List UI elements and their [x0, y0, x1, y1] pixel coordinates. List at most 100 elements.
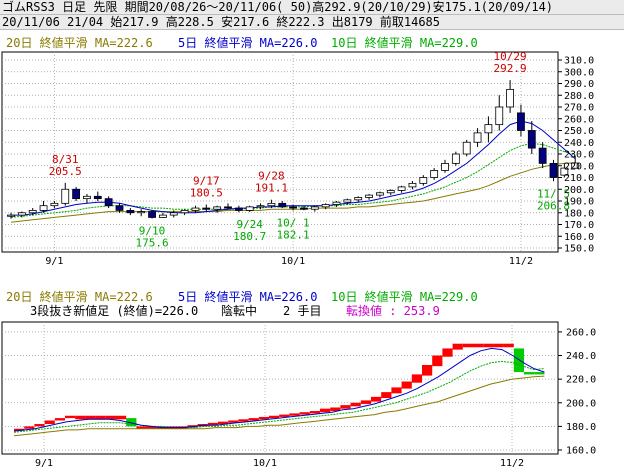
candle — [560, 163, 569, 178]
brick-up — [95, 415, 106, 420]
candle-body-down — [104, 198, 113, 207]
annotation-date: 11/ 5 — [537, 187, 570, 200]
candle — [104, 196, 113, 209]
annotation-date: 10/29 — [494, 50, 527, 63]
brick-up — [493, 343, 504, 348]
candle — [310, 205, 319, 212]
candle — [441, 159, 449, 173]
annotation-date: 9/28 — [258, 170, 285, 183]
annotation-date: 10/ 1 — [277, 216, 310, 229]
top-x-tick-label: 10/1 — [281, 256, 305, 267]
top-y-tick-label: 250.0 — [564, 126, 594, 137]
candle-body-up — [50, 202, 59, 207]
annotation-date: 9/24 — [236, 218, 263, 231]
candle-body-up — [17, 212, 26, 216]
top-grid — [2, 52, 558, 252]
candle-body-up — [386, 190, 395, 194]
candle — [93, 191, 102, 201]
brick-down — [126, 418, 137, 427]
bottom-panel: 160.0 180.0 200.0 220.0 240.0 260.0 9/1 10/1 11… — [1, 289, 596, 469]
annotation-value: 206.8 — [537, 199, 570, 212]
brick-up — [442, 348, 453, 357]
top-x-ticks: 9/1 10/1 11/2 — [45, 256, 533, 267]
candle — [397, 185, 406, 193]
brick-up — [218, 421, 229, 425]
annotation-value: 180.5 — [190, 187, 223, 200]
top-x-tick-label: 9/1 — [45, 256, 63, 267]
top-y-tick-label: 310.0 — [564, 56, 594, 67]
brick-up — [391, 387, 402, 394]
bottom-y-tick-label: 220.0 — [566, 375, 596, 386]
top-candles — [7, 80, 580, 219]
candle — [28, 208, 37, 216]
candle-body-down — [234, 207, 243, 211]
candle-body-up — [375, 192, 384, 196]
bottom-legend-ma5: 5日 終値平滑 MA=226.0 — [178, 289, 317, 304]
candle — [115, 203, 124, 213]
candle-body-up — [158, 214, 167, 218]
candle — [213, 205, 222, 213]
candle — [83, 193, 91, 204]
candle-body-up — [245, 206, 254, 211]
brick-up — [34, 424, 45, 427]
bottom-moving-averages — [13, 347, 545, 437]
candle — [321, 203, 330, 210]
brick-up — [320, 408, 331, 413]
candle-body-up — [343, 199, 352, 203]
candle-body-down — [527, 130, 536, 149]
bottom-ma5-line — [13, 347, 545, 432]
candle-body-up — [310, 206, 319, 210]
candle — [419, 175, 428, 186]
candle-body-up — [169, 212, 178, 216]
candle — [527, 121, 536, 154]
candle-body-up — [267, 202, 276, 207]
candle — [278, 201, 287, 209]
bottom-y-tick-label: 240.0 — [566, 351, 596, 362]
candle — [484, 116, 493, 143]
candle — [462, 139, 471, 157]
top-y-tick-label: 200.0 — [564, 185, 594, 196]
brick-up — [309, 411, 320, 414]
bottom-x-tick-label: 11/2 — [500, 458, 524, 469]
candle — [245, 205, 254, 212]
candle — [408, 181, 417, 190]
candle — [430, 168, 439, 180]
annotation-value: 182.1 — [277, 228, 310, 241]
candle — [538, 142, 547, 169]
brick-up — [340, 405, 351, 409]
candle — [549, 159, 558, 182]
candle-body-up — [137, 211, 146, 214]
brick-up — [452, 343, 463, 350]
brick-up — [432, 355, 443, 367]
candle — [180, 209, 189, 216]
candle-body-up — [180, 209, 189, 214]
candle — [354, 196, 363, 203]
candle — [289, 204, 298, 211]
top-x-tick-label: 11/2 — [509, 256, 533, 267]
brick-up — [228, 420, 239, 423]
candle — [451, 151, 460, 166]
brick-up — [473, 343, 484, 348]
candle-body-up — [83, 195, 91, 200]
candle — [473, 128, 482, 147]
candle-body-down — [538, 147, 547, 164]
bottom-y-ticks: 160.0 180.0 200.0 220.0 240.0 260.0 — [558, 327, 596, 457]
header-line-1: ゴムRSS3 日足 先限 期間20/08/26～20/11/06( 50)高29… — [0, 0, 624, 15]
brick-up — [65, 415, 76, 419]
bottom-legend-ma10: 10日 終値平滑 MA=229.0 — [331, 289, 478, 304]
candle — [39, 201, 48, 213]
candle — [191, 205, 200, 213]
brick-up — [289, 413, 300, 416]
candle-body-down — [549, 162, 558, 178]
candle-body-up — [191, 207, 200, 211]
annotation-date: 8/31 — [52, 153, 79, 166]
candle-body-up — [213, 206, 222, 210]
brick-up — [269, 415, 280, 419]
candle — [50, 201, 59, 209]
candle-body-up — [61, 188, 70, 204]
annotation-date: 9/10 — [139, 225, 166, 238]
